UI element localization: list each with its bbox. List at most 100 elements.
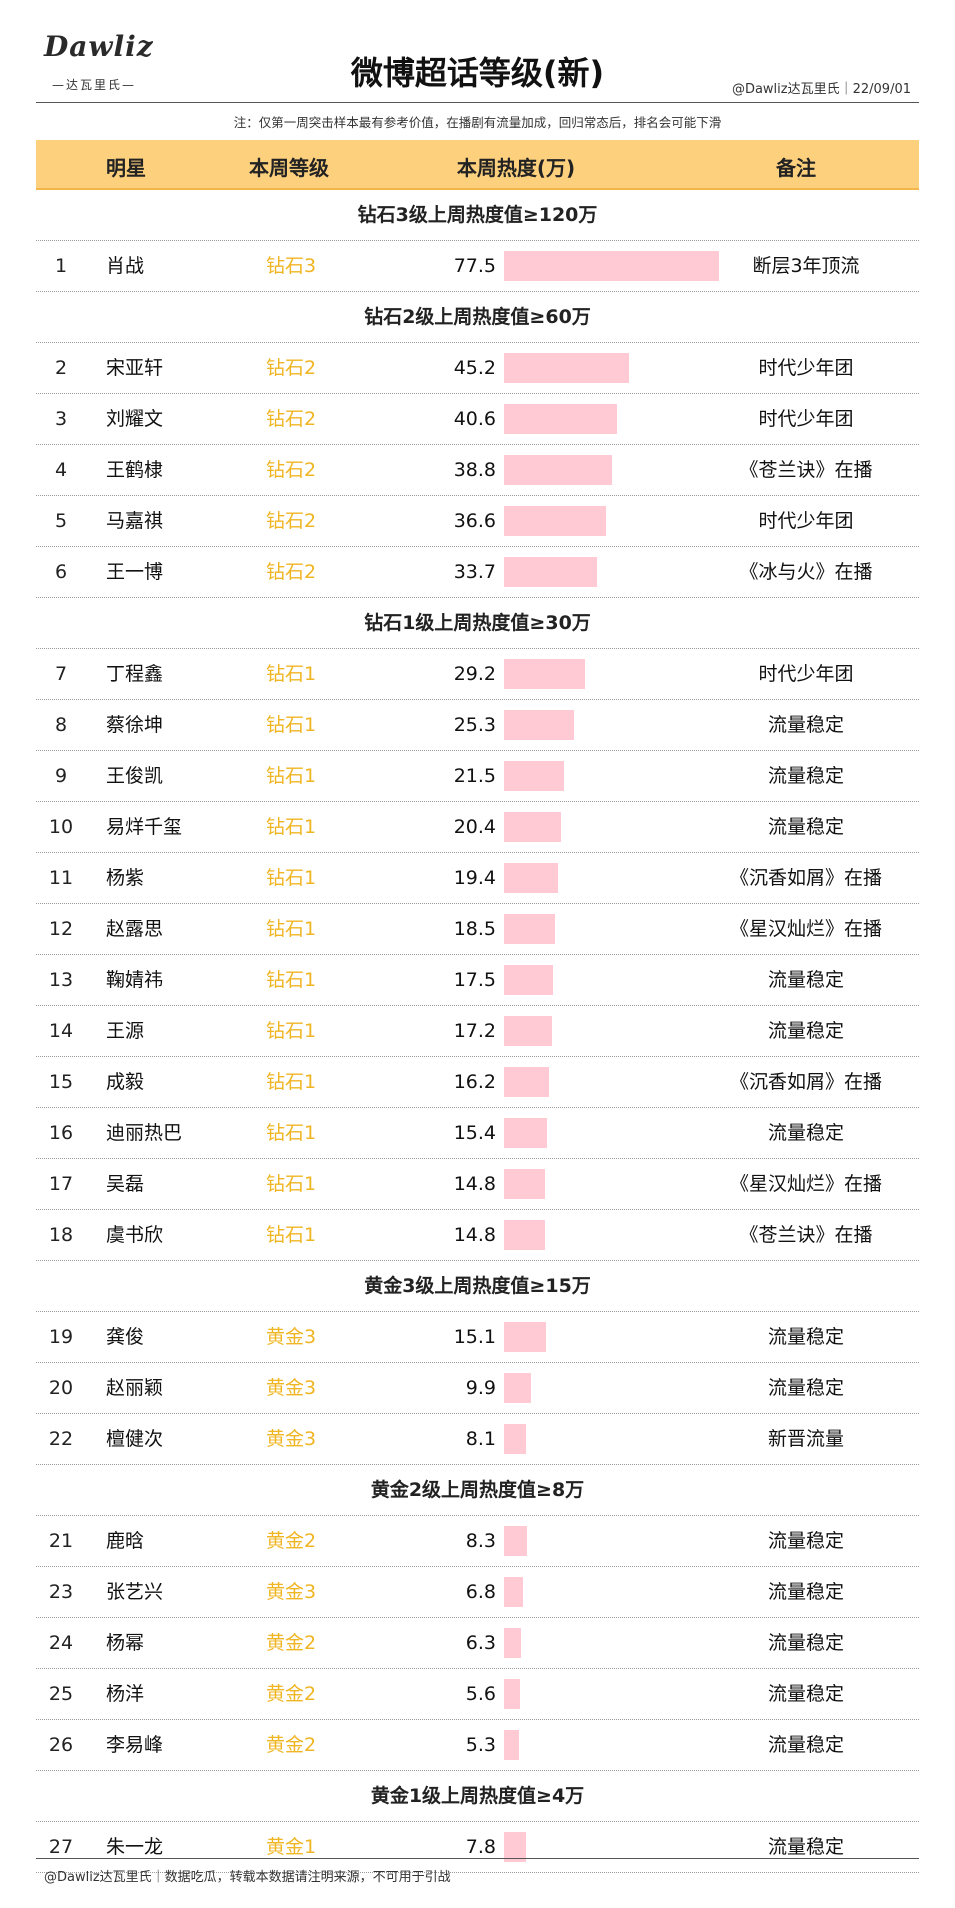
- name-cell: 赵丽颖: [106, 1377, 164, 1399]
- heat-bar: [504, 1373, 531, 1403]
- rank-cell: 17: [48, 1173, 74, 1195]
- rank-cell: 11: [48, 867, 74, 889]
- heat-value-cell: 14.8: [453, 1224, 496, 1246]
- note-cell: 《沉香如屑》在播: [729, 1071, 882, 1093]
- note-cell: 流量稳定: [767, 1326, 844, 1348]
- note-cell: 流量稳定: [767, 969, 844, 991]
- heat-value-cell: 29.2: [453, 663, 496, 685]
- column-header-grade: 本周等级: [249, 156, 329, 180]
- group-header: 钻石3级上周热度值≥120万: [36, 190, 919, 241]
- rank-cell: 24: [48, 1632, 74, 1654]
- grade-cell: 钻石1: [265, 867, 317, 889]
- name-cell: 马嘉祺: [106, 510, 164, 532]
- heat-bar: [504, 1067, 549, 1097]
- note-cell: 时代少年团: [758, 357, 854, 379]
- group-header: 钻石1级上周热度值≥30万: [36, 598, 919, 649]
- table-header: 明星 本周等级 本周热度(万) 备注: [36, 140, 919, 190]
- grade-cell: 钻石2: [265, 459, 317, 481]
- table-row: 6 王一博 钻石2 33.7 《冰与火》在播: [36, 547, 919, 598]
- logo-wordmark: Dawliz: [44, 30, 154, 63]
- grade-cell: 钻石1: [265, 1122, 317, 1144]
- name-cell: 鞠婧祎: [106, 969, 164, 991]
- footer-divider: [36, 1858, 919, 1859]
- rank-cell: 1: [54, 255, 68, 277]
- heat-value-cell: 7.8: [465, 1836, 496, 1858]
- table-row: 24 杨幂 黄金2 6.3 流量稳定: [36, 1618, 919, 1669]
- heat-bar: [504, 1118, 547, 1148]
- note-cell: 流量稳定: [767, 1530, 844, 1552]
- group-header: 黄金1级上周热度值≥4万: [36, 1771, 919, 1822]
- note-cell: 《沉香如屑》在播: [729, 867, 882, 889]
- grade-cell: 钻石1: [265, 969, 317, 991]
- note-cell: 流量稳定: [767, 1581, 844, 1603]
- table-row: 1 肖战 钻石3 77.5 断层3年顶流: [36, 241, 919, 292]
- grade-cell: 黄金3: [265, 1377, 317, 1399]
- heat-value-cell: 20.4: [453, 816, 496, 838]
- table-row: 22 檀健次 黄金3 8.1 新晋流量: [36, 1414, 919, 1465]
- grade-cell: 钻石2: [265, 408, 317, 430]
- note-cell: 时代少年团: [758, 408, 854, 430]
- heat-bar: [504, 1220, 545, 1250]
- heat-bar: [504, 914, 555, 944]
- heat-bar: [504, 965, 553, 995]
- heat-value-cell: 6.3: [465, 1632, 496, 1654]
- grade-cell: 钻石1: [265, 918, 317, 940]
- note-cell: 流量稳定: [767, 1734, 844, 1756]
- table-row: 9 王俊凯 钻石1 21.5 流量稳定: [36, 751, 919, 802]
- heat-bar: [504, 1169, 545, 1199]
- heat-bar: [504, 812, 561, 842]
- rank-cell: 10: [48, 816, 74, 838]
- note-cell: 流量稳定: [767, 765, 844, 787]
- rank-cell: 12: [48, 918, 74, 940]
- name-cell: 王源: [106, 1020, 145, 1042]
- grade-cell: 钻石2: [265, 510, 317, 532]
- name-cell: 宋亚轩: [106, 357, 164, 379]
- table-body: 钻石3级上周热度值≥120万 1 肖战 钻石3 77.5 断层3年顶流 钻石2级上周热度值≥…: [36, 190, 919, 1873]
- heat-value-cell: 17.5: [453, 969, 496, 991]
- ranking-table: 明星 本周等级 本周热度(万) 备注 钻石3级上周热度值≥120万 1 肖战 钻石3 7…: [36, 140, 919, 1873]
- grade-cell: 黄金2: [265, 1734, 317, 1756]
- heat-bar: [504, 506, 606, 536]
- note-cell: 时代少年团: [758, 510, 854, 532]
- grade-cell: 钻石2: [265, 357, 317, 379]
- table-row: 25 杨洋 黄金2 5.6 流量稳定: [36, 1669, 919, 1720]
- name-cell: 赵露思: [106, 918, 164, 940]
- note-cell: 《冰与火》在播: [739, 561, 873, 583]
- name-cell: 易烊千玺: [106, 816, 183, 838]
- heat-value-cell: 40.6: [453, 408, 496, 430]
- note-cell: 时代少年团: [758, 663, 854, 685]
- grade-cell: 钻石2: [265, 561, 317, 583]
- name-cell: 朱一龙: [106, 1836, 164, 1858]
- rank-cell: 4: [54, 459, 68, 481]
- table-row: 26 李易峰 黄金2 5.3 流量稳定: [36, 1720, 919, 1771]
- table-row: 27 朱一龙 黄金1 7.8 流量稳定: [36, 1822, 919, 1873]
- table-row: 19 龚俊 黄金3 15.1 流量稳定: [36, 1312, 919, 1363]
- grade-cell: 钻石1: [265, 714, 317, 736]
- logo-subtitle: —达瓦里氏—: [51, 78, 136, 92]
- heat-bar: [504, 1016, 552, 1046]
- rank-cell: 26: [48, 1734, 74, 1756]
- heat-bar: [504, 761, 564, 791]
- rank-cell: 27: [48, 1836, 74, 1858]
- rank-cell: 5: [54, 510, 68, 532]
- note-cell: 流量稳定: [767, 1122, 844, 1144]
- heat-value-cell: 18.5: [453, 918, 496, 940]
- rank-cell: 16: [48, 1122, 74, 1144]
- name-cell: 吴磊: [106, 1173, 145, 1195]
- table-row: 3 刘耀文 钻石2 40.6 时代少年团: [36, 394, 919, 445]
- name-cell: 王鹤棣: [106, 459, 164, 481]
- table-row: 12 赵露思 钻石1 18.5 《星汉灿烂》在播: [36, 904, 919, 955]
- rank-cell: 23: [48, 1581, 74, 1603]
- table-row: 18 虞书欣 钻石1 14.8 《苍兰诀》在播: [36, 1210, 919, 1261]
- table-row: 21 鹿晗 黄金2 8.3 流量稳定: [36, 1516, 919, 1567]
- heat-value-cell: 21.5: [453, 765, 496, 787]
- name-cell: 杨洋: [106, 1683, 145, 1705]
- header-divider: [36, 102, 919, 103]
- heat-value-cell: 17.2: [453, 1020, 496, 1042]
- rank-cell: 21: [48, 1530, 74, 1552]
- table-row: 14 王源 钻石1 17.2 流量稳定: [36, 1006, 919, 1057]
- note-cell: 《苍兰诀》在播: [739, 1224, 873, 1246]
- grade-cell: 黄金2: [265, 1530, 317, 1552]
- grade-cell: 黄金1: [265, 1836, 317, 1858]
- group-header: 黄金2级上周热度值≥8万: [36, 1465, 919, 1516]
